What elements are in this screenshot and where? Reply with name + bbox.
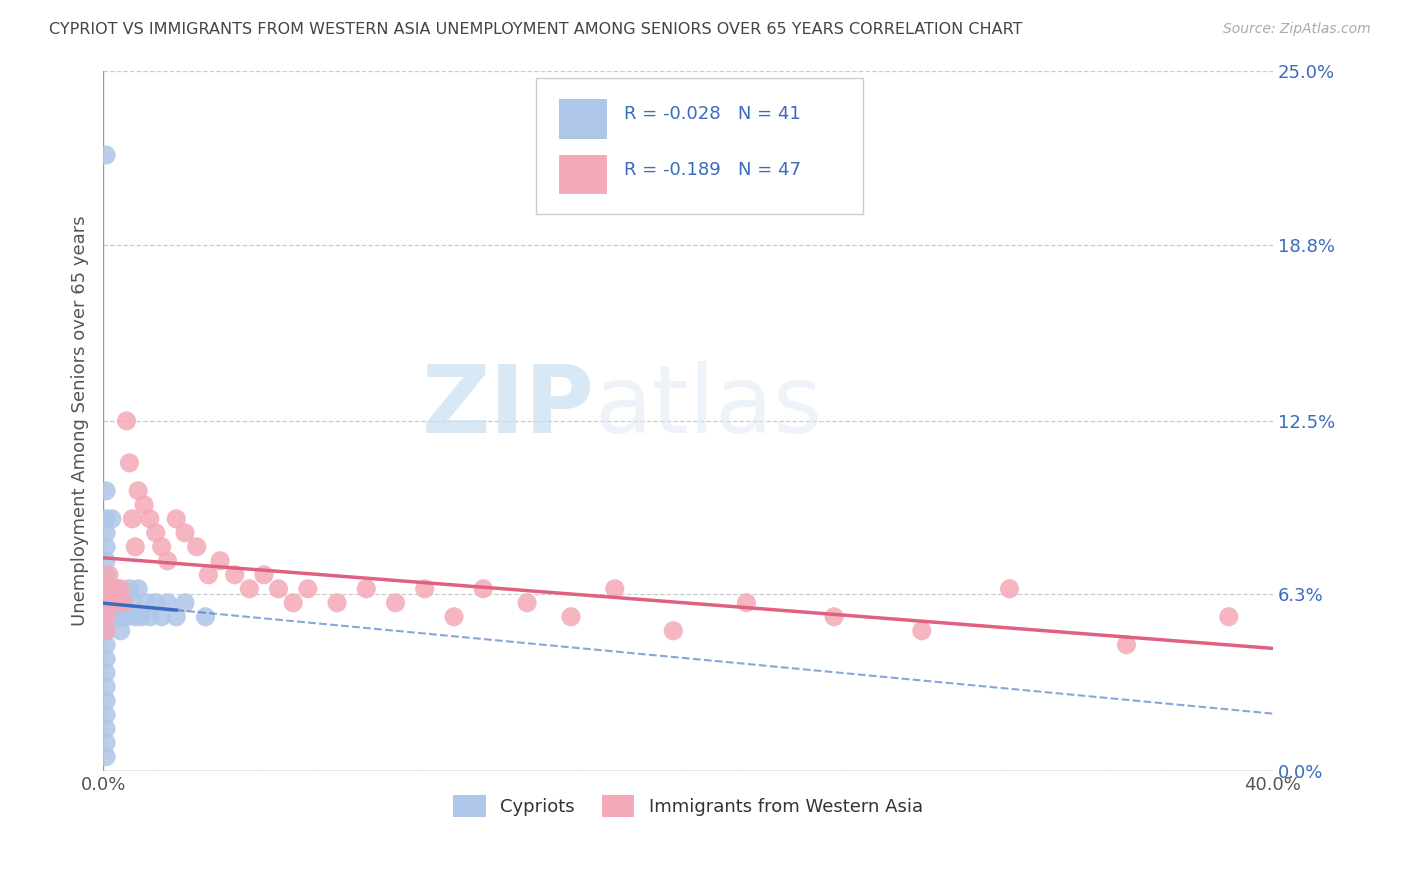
Point [267,582,290,596]
Point [94,609,117,624]
Point [174,596,197,610]
Text: R = -0.028   N = 41: R = -0.028 N = 41 [624,105,800,123]
Point [101,582,124,596]
Point [297,582,319,596]
Point [127,483,149,498]
Point [194,609,217,624]
Point [94,680,117,694]
Point [94,596,117,610]
Point [413,582,436,596]
Point [94,596,117,610]
Point [94,525,117,540]
Point [384,596,406,610]
Point [121,596,143,610]
Point [110,609,132,624]
Point [165,609,187,624]
Point [145,525,167,540]
Point [94,707,117,722]
Point [112,596,135,610]
Point [94,567,117,582]
Point [112,596,135,610]
Text: Source: ZipAtlas.com: Source: ZipAtlas.com [1223,22,1371,37]
Point [735,596,758,610]
Point [121,512,143,526]
Point [110,582,132,596]
Point [1218,609,1240,624]
Point [472,582,495,596]
FancyBboxPatch shape [536,78,863,214]
Point [165,512,187,526]
Text: CYPRIOT VS IMMIGRANTS FROM WESTERN ASIA UNEMPLOYMENT AMONG SENIORS OVER 65 YEARS: CYPRIOT VS IMMIGRANTS FROM WESTERN ASIA … [49,22,1022,37]
Text: R = -0.189   N = 47: R = -0.189 N = 47 [624,161,800,179]
Point [1115,638,1137,652]
Point [104,609,127,624]
Point [136,596,159,610]
Point [94,722,117,736]
Point [560,609,582,624]
Point [94,582,117,596]
Point [224,567,246,582]
Point [94,483,117,498]
Text: atlas: atlas [595,361,823,453]
Point [911,624,934,638]
Point [101,596,124,610]
Point [94,665,117,680]
Point [124,609,146,624]
Point [107,582,129,596]
Point [132,498,155,512]
Point [662,624,685,638]
Point [104,582,127,596]
Point [197,567,219,582]
Point [356,582,378,596]
Point [94,736,117,750]
Point [94,540,117,554]
Point [186,540,208,554]
Point [94,624,117,638]
Legend: Cypriots, Immigrants from Western Asia: Cypriots, Immigrants from Western Asia [446,789,929,824]
Point [94,554,117,568]
Point [156,554,179,568]
Point [238,582,260,596]
Point [129,609,152,624]
Point [94,148,117,162]
Point [107,596,129,610]
Point [101,512,124,526]
Point [326,596,349,610]
Point [174,525,197,540]
Y-axis label: Unemployment Among Seniors over 65 years: Unemployment Among Seniors over 65 years [72,216,89,626]
FancyBboxPatch shape [560,155,606,194]
Point [94,609,117,624]
Text: ZIP: ZIP [422,361,595,453]
Point [443,609,465,624]
Point [115,414,138,428]
Point [94,652,117,666]
Point [150,609,173,624]
Point [156,596,179,610]
Point [283,596,305,610]
Point [145,596,167,610]
Point [94,749,117,764]
Point [139,609,162,624]
Point [127,582,149,596]
Point [253,567,276,582]
Point [603,582,626,596]
Point [110,624,132,638]
Point [118,582,141,596]
Point [998,582,1021,596]
Point [150,540,173,554]
Point [823,609,845,624]
Point [94,624,117,638]
Point [516,596,538,610]
Point [94,582,117,596]
FancyBboxPatch shape [560,99,606,137]
Point [98,567,121,582]
Point [94,512,117,526]
Point [94,638,117,652]
Point [118,456,141,470]
Point [94,694,117,708]
Point [139,512,162,526]
Point [209,554,232,568]
Point [124,540,146,554]
Point [115,609,138,624]
